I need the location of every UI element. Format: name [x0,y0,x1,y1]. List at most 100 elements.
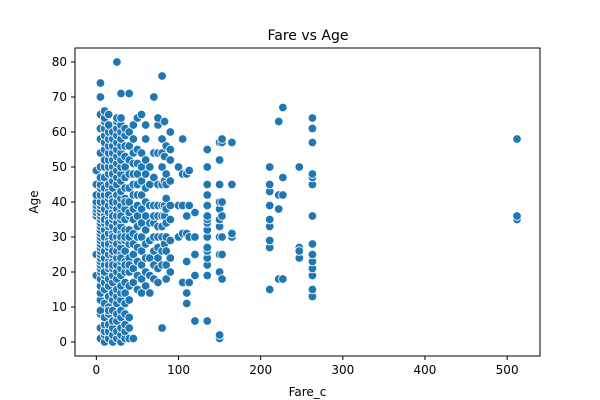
data-point [159,116,170,127]
data-point [161,193,171,204]
data-point [307,239,318,249]
data-point [120,288,130,298]
data-point [165,235,176,246]
data-point [165,200,176,211]
y-tick-label: 0 [59,335,67,349]
data-point [161,274,171,284]
data-point [136,274,147,284]
data-point [140,155,151,165]
data-point [136,260,147,270]
data-point [136,190,147,200]
data-point [153,277,163,288]
data-point [190,316,200,326]
x-tick-label: 0 [93,363,101,377]
data-point [140,120,151,130]
data-point [103,109,114,120]
x-tick-label: 500 [496,363,519,377]
data-point [294,162,304,172]
data-point [202,200,212,211]
data-point [227,179,237,190]
data-point [217,134,227,144]
y-tick-label: 30 [52,230,67,244]
y-tick-label: 70 [52,90,67,104]
data-point [161,260,171,270]
data-point [202,211,212,221]
data-point [165,144,176,155]
data-point [512,134,522,144]
y-axis: 0 10 20 30 40 50 60 70 80 [52,55,75,349]
x-tick-label: 300 [331,363,354,377]
data-point [265,162,275,172]
data-point [202,162,212,172]
data-point [165,155,176,165]
data-point [157,162,167,172]
data-point [202,144,212,155]
y-axis-label: Age [27,190,41,213]
data-point [307,123,318,134]
data-point [128,333,139,344]
data-point [202,270,212,281]
data-point [184,165,194,176]
data-point [124,312,134,323]
data-point [307,211,318,221]
data-point [136,246,147,256]
data-point [165,253,176,263]
x-axis: 0 100 200 300 400 500 [93,356,519,377]
data-point [165,267,176,277]
data-point [103,120,114,130]
data-points [91,57,522,347]
data-point [202,190,212,200]
data-point [128,134,139,144]
data-point [307,169,318,179]
data-point [190,249,200,260]
data-point [202,179,212,190]
data-point [190,270,200,281]
y-tick-label: 40 [52,195,67,209]
data-point [165,176,176,186]
x-tick-label: 400 [414,363,437,377]
data-point [116,88,126,99]
data-point [294,246,304,256]
data-point [149,92,159,102]
data-point [182,288,192,298]
data-point [214,330,225,340]
data-point [140,225,151,235]
data-point [161,246,171,256]
data-point [140,169,151,179]
data-point [136,148,147,158]
data-point [278,274,288,284]
data-point [124,323,134,333]
data-point [278,172,288,183]
data-point [274,116,284,127]
data-point [227,228,237,239]
data-point [202,316,212,326]
data-point [124,88,134,99]
data-point [278,102,288,113]
data-point [149,172,159,183]
y-tick-label: 80 [52,55,67,69]
data-point [265,284,275,295]
data-point [265,235,275,246]
data-point [265,200,275,211]
data-point [165,127,176,137]
chart-title: Fare vs Age [268,28,349,44]
data-point [265,214,275,225]
y-tick-label: 50 [52,160,67,174]
data-point [145,288,155,298]
data-point [116,113,126,123]
data-point [307,137,318,148]
data-point [136,176,147,186]
data-point [161,169,171,179]
data-point [173,162,184,172]
data-point [307,284,318,295]
y-tick-label: 20 [52,265,67,279]
data-point [512,211,522,221]
data-point [157,134,167,144]
data-point [265,179,275,190]
data-point [217,274,227,284]
data-point [120,246,130,256]
data-point [165,214,176,225]
data-point [136,204,147,214]
x-tick-label: 200 [249,363,272,377]
